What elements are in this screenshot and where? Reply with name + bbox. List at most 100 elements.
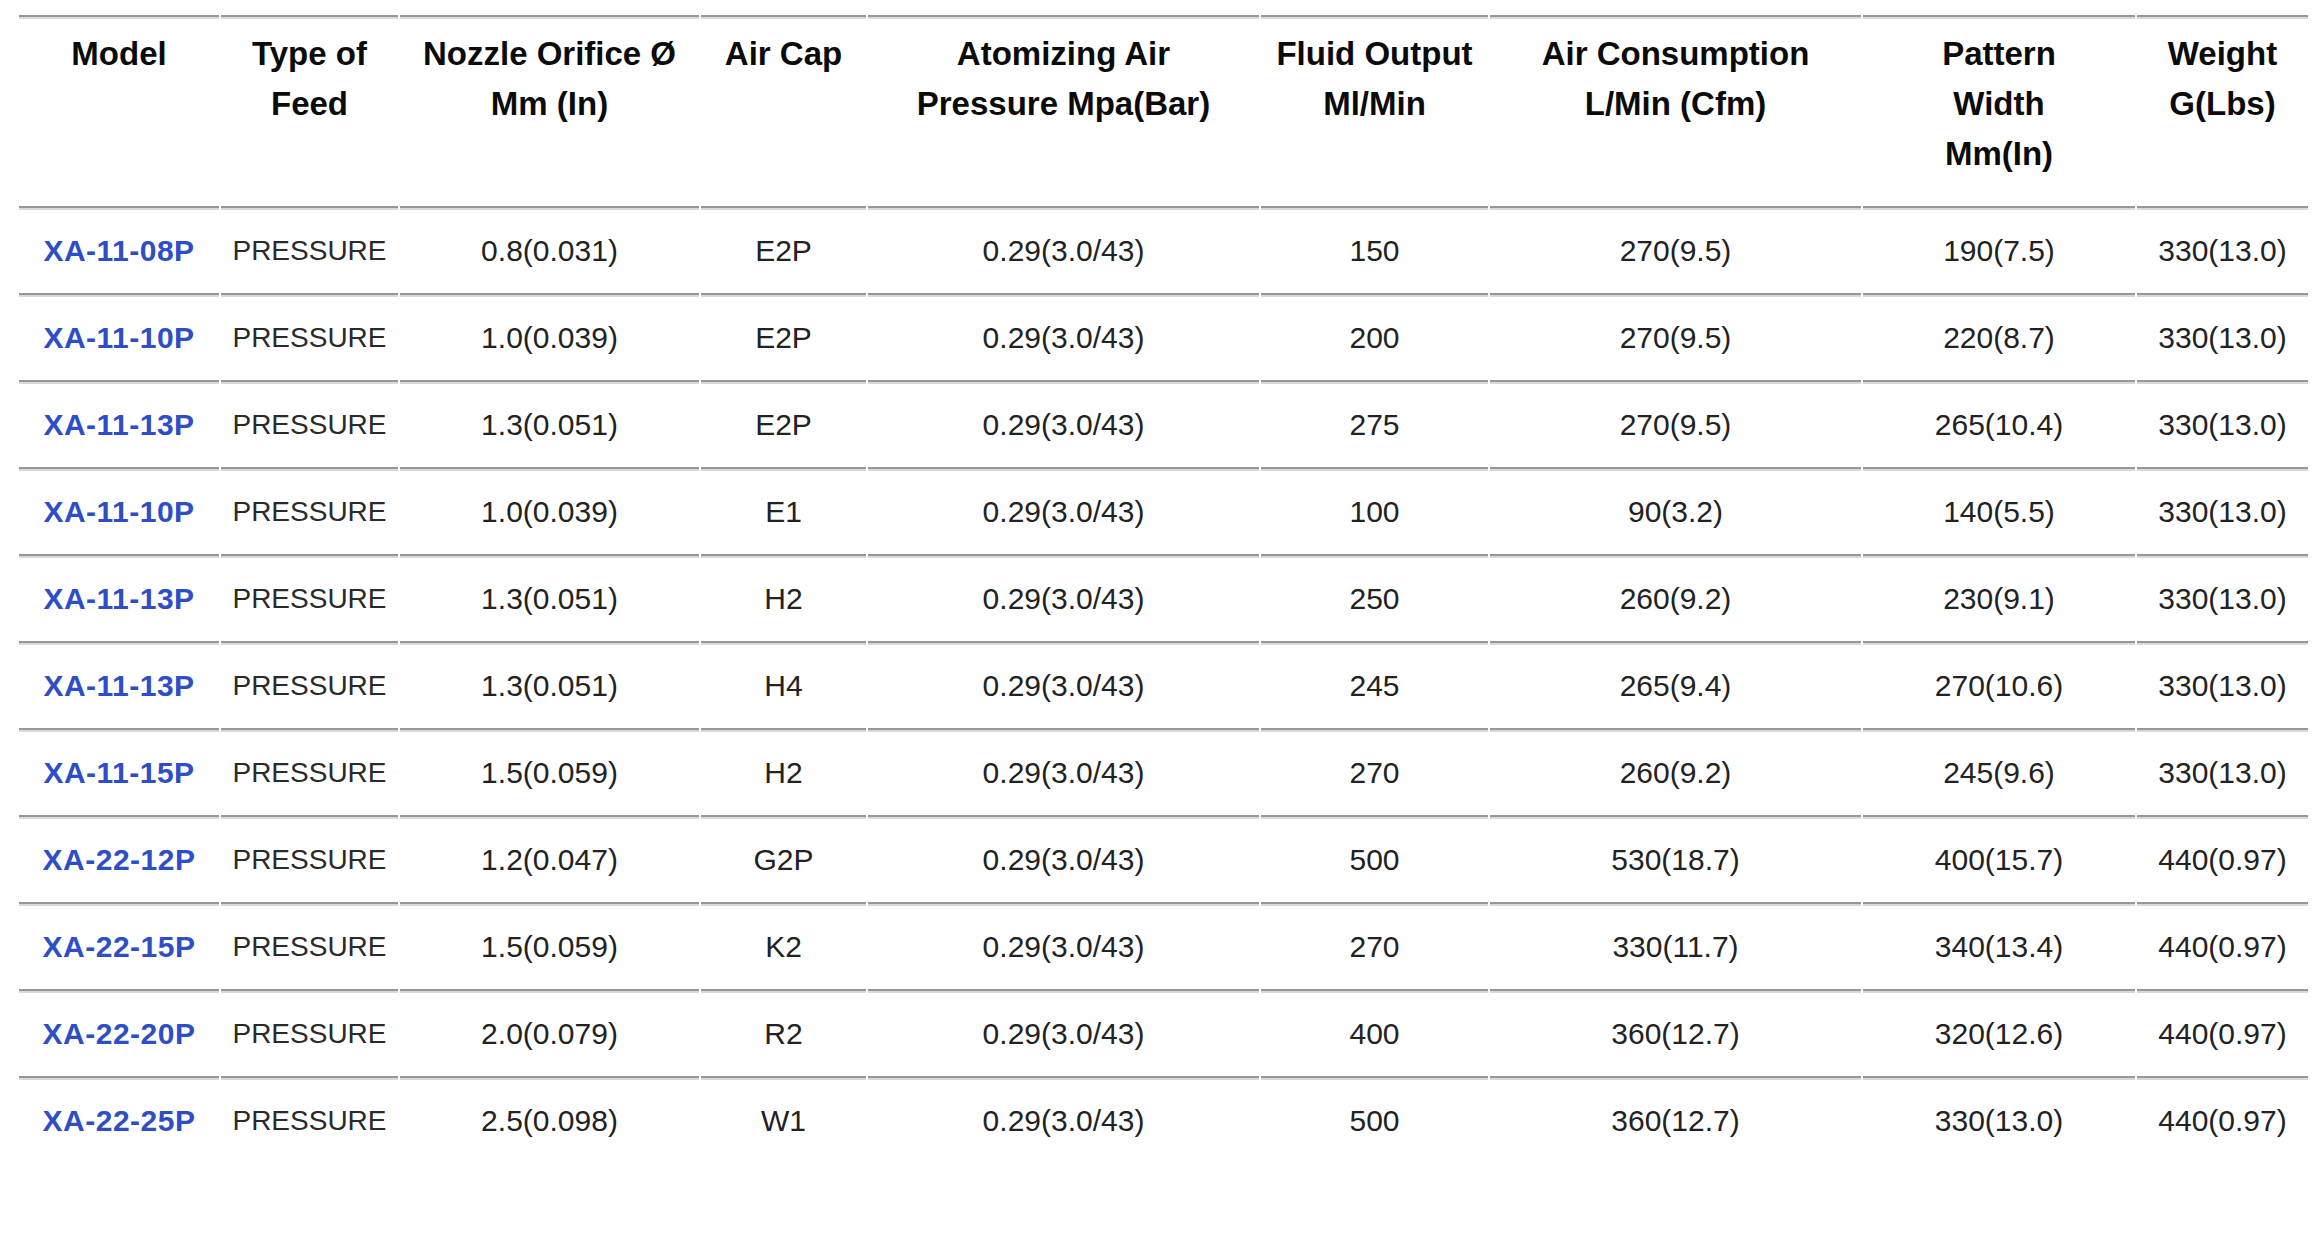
model-cell: XA-22-15P (19, 902, 219, 989)
weight-cell: 330(13.0) (2137, 206, 2308, 293)
table-row: XA-22-25P PRESSURE 2.5(0.098) W1 0.29(3.… (19, 1076, 2308, 1163)
column-header-air-consumption: Air Consumption L/Min (Cfm) (1490, 15, 1861, 206)
atomizing-air-pressure-cell: 0.29(3.0/43) (868, 815, 1259, 902)
weight-cell: 440(0.97) (2137, 989, 2308, 1076)
air-consumption-cell: 265(9.4) (1490, 641, 1861, 728)
fluid-output-cell: 400 (1261, 989, 1488, 1076)
model-cell: XA-22-25P (19, 1076, 219, 1163)
fluid-output-cell: 150 (1261, 206, 1488, 293)
nozzle-orifice-cell: 1.3(0.051) (400, 641, 699, 728)
model-link[interactable]: XA-22-25P (43, 1104, 196, 1137)
air-consumption-cell: 90(3.2) (1490, 467, 1861, 554)
fluid-output-cell: 275 (1261, 380, 1488, 467)
fluid-output-cell: 270 (1261, 902, 1488, 989)
table-row: XA-22-20P PRESSURE 2.0(0.079) R2 0.29(3.… (19, 989, 2308, 1076)
pattern-width-cell: 190(7.5) (1863, 206, 2135, 293)
model-link[interactable]: XA-11-15P (43, 756, 194, 789)
model-cell: XA-22-20P (19, 989, 219, 1076)
table-row: XA-11-10P PRESSURE 1.0(0.039) E1 0.29(3.… (19, 467, 2308, 554)
model-link[interactable]: XA-22-12P (43, 843, 196, 876)
model-link[interactable]: XA-22-20P (43, 1017, 196, 1050)
pattern-width-cell: 245(9.6) (1863, 728, 2135, 815)
weight-cell: 330(13.0) (2137, 293, 2308, 380)
column-header-weight: Weight G(Lbs) (2137, 15, 2308, 206)
column-header-fluid-output: Fluid Output Ml/Min (1261, 15, 1488, 206)
weight-cell: 330(13.0) (2137, 467, 2308, 554)
pattern-width-cell: 230(9.1) (1863, 554, 2135, 641)
model-link[interactable]: XA-11-08P (43, 234, 194, 267)
atomizing-air-pressure-cell: 0.29(3.0/43) (868, 206, 1259, 293)
nozzle-orifice-cell: 1.5(0.059) (400, 728, 699, 815)
nozzle-orifice-cell: 1.3(0.051) (400, 380, 699, 467)
atomizing-air-pressure-cell: 0.29(3.0/43) (868, 380, 1259, 467)
air-cap-cell: W1 (701, 1076, 866, 1163)
page: Model Type of Feed Nozzle Orifice Ø Mm (… (0, 15, 2312, 1250)
air-cap-cell: E2P (701, 206, 866, 293)
atomizing-air-pressure-cell: 0.29(3.0/43) (868, 467, 1259, 554)
spec-table-body: XA-11-08P PRESSURE 0.8(0.031) E2P 0.29(3… (19, 206, 2308, 1163)
fluid-output-cell: 200 (1261, 293, 1488, 380)
nozzle-orifice-cell: 1.0(0.039) (400, 467, 699, 554)
model-cell: XA-11-08P (19, 206, 219, 293)
model-link[interactable]: XA-11-13P (43, 408, 194, 441)
fluid-output-cell: 245 (1261, 641, 1488, 728)
air-consumption-cell: 270(9.5) (1490, 380, 1861, 467)
fluid-output-cell: 500 (1261, 1076, 1488, 1163)
model-cell: XA-22-12P (19, 815, 219, 902)
table-row: XA-11-13P PRESSURE 1.3(0.051) H4 0.29(3.… (19, 641, 2308, 728)
model-link[interactable]: XA-11-13P (43, 582, 194, 615)
table-row: XA-22-12P PRESSURE 1.2(0.047) G2P 0.29(3… (19, 815, 2308, 902)
model-link[interactable]: XA-22-15P (43, 930, 196, 963)
nozzle-orifice-cell: 0.8(0.031) (400, 206, 699, 293)
table-row: XA-11-08P PRESSURE 0.8(0.031) E2P 0.29(3… (19, 206, 2308, 293)
column-header-model: Model (19, 15, 219, 206)
type-of-feed-cell: PRESSURE (221, 1076, 398, 1163)
spec-table-header: Model Type of Feed Nozzle Orifice Ø Mm (… (19, 15, 2308, 206)
atomizing-air-pressure-cell: 0.29(3.0/43) (868, 641, 1259, 728)
air-cap-cell: E1 (701, 467, 866, 554)
nozzle-orifice-cell: 2.5(0.098) (400, 1076, 699, 1163)
type-of-feed-cell: PRESSURE (221, 989, 398, 1076)
air-consumption-cell: 270(9.5) (1490, 206, 1861, 293)
table-row: XA-11-15P PRESSURE 1.5(0.059) H2 0.29(3.… (19, 728, 2308, 815)
fluid-output-cell: 250 (1261, 554, 1488, 641)
table-row: XA-11-13P PRESSURE 1.3(0.051) E2P 0.29(3… (19, 380, 2308, 467)
weight-cell: 330(13.0) (2137, 641, 2308, 728)
type-of-feed-cell: PRESSURE (221, 641, 398, 728)
nozzle-orifice-cell: 1.5(0.059) (400, 902, 699, 989)
air-consumption-cell: 270(9.5) (1490, 293, 1861, 380)
weight-cell: 330(13.0) (2137, 380, 2308, 467)
air-consumption-cell: 360(12.7) (1490, 1076, 1861, 1163)
atomizing-air-pressure-cell: 0.29(3.0/43) (868, 728, 1259, 815)
air-cap-cell: H2 (701, 554, 866, 641)
weight-cell: 440(0.97) (2137, 1076, 2308, 1163)
air-consumption-cell: 360(12.7) (1490, 989, 1861, 1076)
air-consumption-cell: 260(9.2) (1490, 554, 1861, 641)
model-cell: XA-11-15P (19, 728, 219, 815)
model-link[interactable]: XA-11-10P (43, 495, 194, 528)
model-cell: XA-11-10P (19, 467, 219, 554)
model-link[interactable]: XA-11-13P (43, 669, 194, 702)
pattern-width-cell: 340(13.4) (1863, 902, 2135, 989)
type-of-feed-cell: PRESSURE (221, 815, 398, 902)
type-of-feed-cell: PRESSURE (221, 380, 398, 467)
nozzle-orifice-cell: 1.2(0.047) (400, 815, 699, 902)
pattern-width-cell: 320(12.6) (1863, 989, 2135, 1076)
nozzle-orifice-cell: 2.0(0.079) (400, 989, 699, 1076)
type-of-feed-cell: PRESSURE (221, 293, 398, 380)
type-of-feed-cell: PRESSURE (221, 467, 398, 554)
model-link[interactable]: XA-11-10P (43, 321, 194, 354)
air-cap-cell: E2P (701, 293, 866, 380)
column-header-type-of-feed: Type of Feed (221, 15, 398, 206)
air-cap-cell: H4 (701, 641, 866, 728)
atomizing-air-pressure-cell: 0.29(3.0/43) (868, 989, 1259, 1076)
atomizing-air-pressure-cell: 0.29(3.0/43) (868, 293, 1259, 380)
model-cell: XA-11-10P (19, 293, 219, 380)
column-header-nozzle-orifice: Nozzle Orifice Ø Mm (In) (400, 15, 699, 206)
air-consumption-cell: 330(11.7) (1490, 902, 1861, 989)
model-cell: XA-11-13P (19, 641, 219, 728)
weight-cell: 440(0.97) (2137, 902, 2308, 989)
table-row: XA-11-10P PRESSURE 1.0(0.039) E2P 0.29(3… (19, 293, 2308, 380)
model-cell: XA-11-13P (19, 554, 219, 641)
model-cell: XA-11-13P (19, 380, 219, 467)
